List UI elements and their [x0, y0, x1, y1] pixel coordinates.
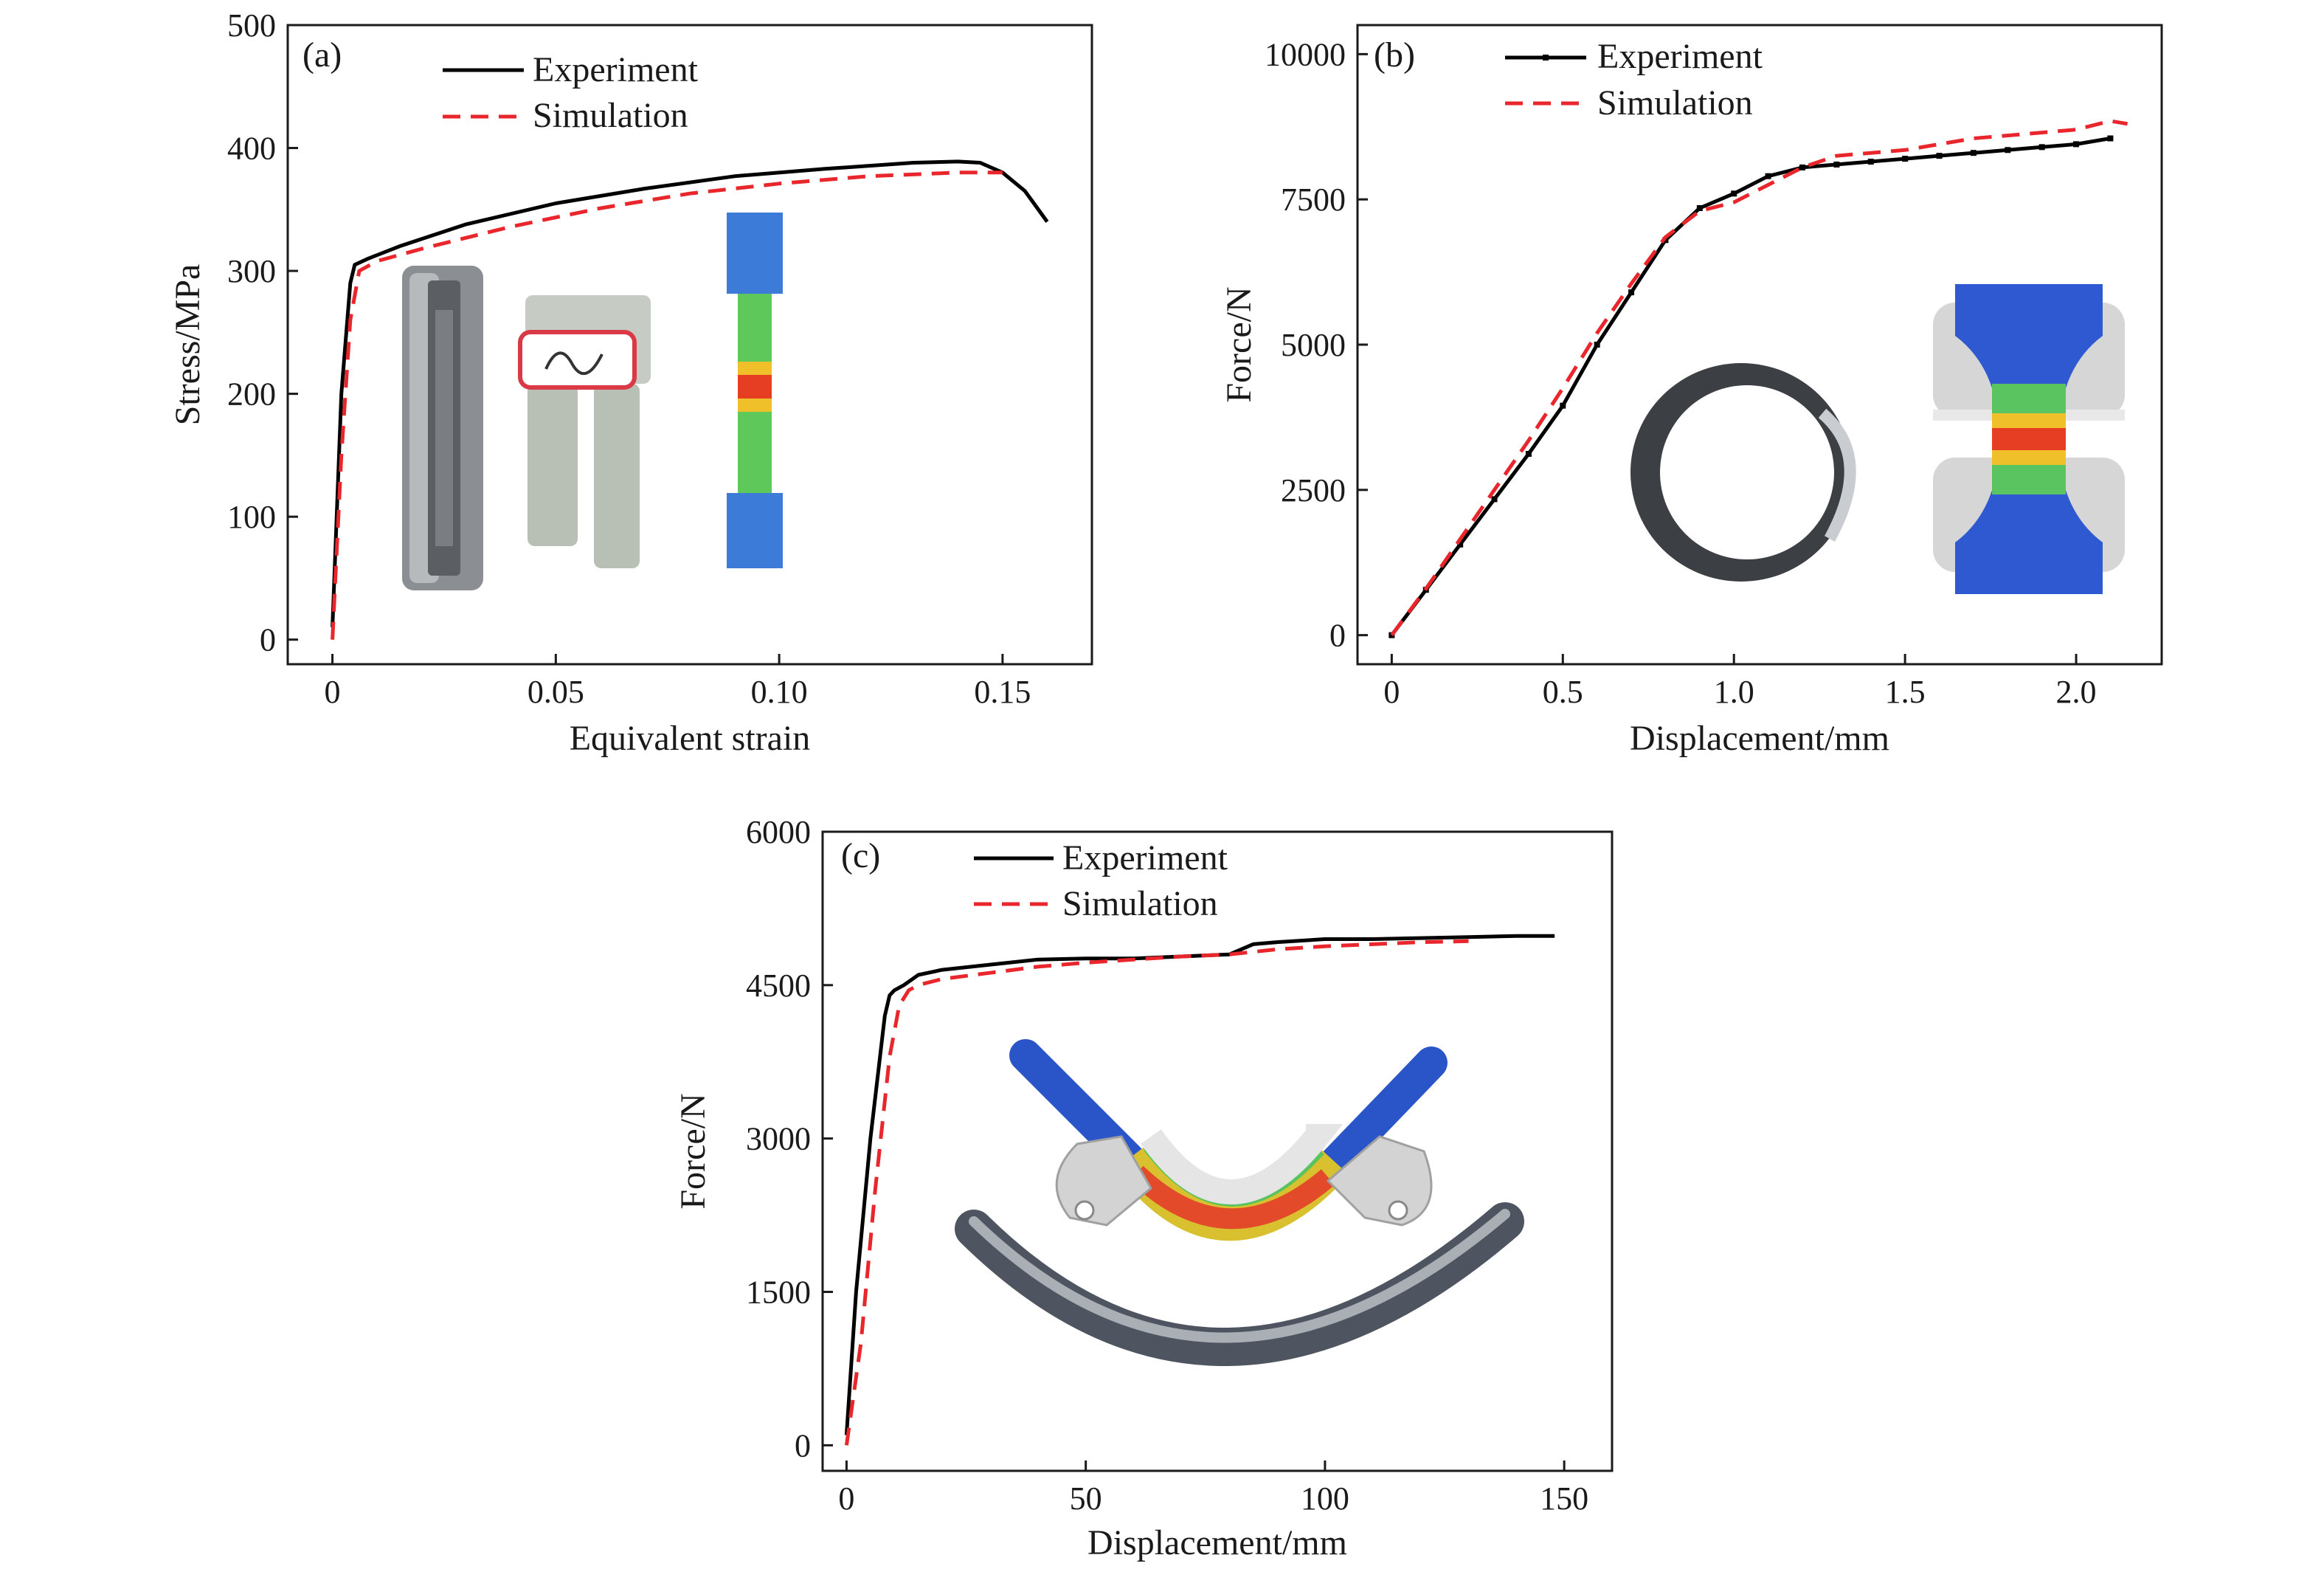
legend-label-experiment: Experiment: [533, 50, 699, 89]
legend-label-experiment: Experiment: [1062, 838, 1228, 877]
y-axis-label: Stress/MPa: [168, 264, 207, 426]
y-tick-label: 10000: [1265, 36, 1346, 72]
data-point-experiment: [1457, 541, 1464, 548]
series-lines: [1388, 119, 2128, 638]
y-tick-label: 6000: [746, 814, 811, 850]
data-point-experiment: [1388, 632, 1395, 638]
y-axis-label: Force/N: [674, 1093, 713, 1209]
panel-b: 0 0.5 1.0 1.5 2.0 0 2500 5000 7500 10000 (b): [1220, 24, 2163, 758]
data-point-experiment: [1731, 190, 1737, 197]
data-point-experiment: [1525, 451, 1532, 458]
panel-c: 0 50 100 150 0 1500 3000 4500 6000 (c): [674, 814, 1614, 1562]
y-tick-label: 0: [795, 1427, 811, 1463]
plot-frame: [286, 24, 1093, 666]
data-point-experiment: [2038, 144, 2045, 151]
legend: Experiment Simulation: [974, 838, 1228, 923]
data-point-experiment: [2107, 135, 2114, 142]
panel-label: (a): [302, 35, 342, 75]
data-point-experiment: [1765, 173, 1771, 179]
data-point-experiment: [2005, 147, 2011, 154]
x-ticks: 0 0.5 1.0 1.5 2.0: [1383, 654, 2097, 710]
x-ticks: 0 0.05 0.10 0.15: [325, 654, 1031, 710]
x-tick-label: 0.10: [751, 674, 808, 710]
series-line-simulation: [331, 170, 1003, 640]
x-tick-label: 0.05: [528, 674, 584, 710]
data-point-experiment: [1799, 164, 1805, 170]
x-axis-label: Displacement/mm: [1087, 1523, 1347, 1562]
panel-label: (b): [1374, 35, 1415, 75]
bending-simulation-image: [1009, 1039, 1448, 1241]
y-axis-label: Force/N: [1220, 286, 1259, 402]
data-point-experiment: [1833, 161, 1840, 168]
y-tick-label: 0: [1329, 618, 1346, 654]
x-tick-label: 2.0: [2056, 674, 2097, 710]
x-tick-label: 1.5: [1885, 674, 1926, 710]
series-line-simulation: [1390, 119, 2128, 637]
panel-label: (c): [841, 836, 880, 875]
x-tick-label: 0: [1383, 674, 1400, 710]
x-tick-label: 0.15: [974, 674, 1031, 710]
data-point-experiment: [1491, 496, 1498, 503]
x-ticks: 0 50 100 150: [838, 1461, 1588, 1517]
x-axis-label: Equivalent strain: [570, 719, 811, 758]
y-tick-label: 5000: [1281, 327, 1346, 363]
y-tick-label: 0: [260, 622, 276, 658]
series-line-experiment: [844, 934, 1555, 1435]
y-tick-label: 200: [227, 376, 276, 413]
data-point-experiment: [1560, 402, 1566, 409]
legend-label-simulation: Simulation: [533, 96, 688, 135]
data-point-experiment: [1936, 153, 1943, 159]
panel-a: 0 0.05 0.10 0.15 0 100 200 300 400 500: [168, 7, 1093, 758]
x-tick-label: 150: [1540, 1480, 1588, 1517]
x-tick-label: 0: [838, 1480, 854, 1517]
specimen-photos: [955, 1039, 1524, 1366]
y-ticks: 0 2500 5000 7500 10000: [1265, 36, 1368, 654]
legend: Experiment Simulation: [1505, 37, 1763, 123]
data-point-experiment: [1902, 156, 1909, 162]
x-tick-label: 1.0: [1714, 674, 1754, 710]
x-tick-label: 100: [1301, 1480, 1349, 1517]
legend-label-simulation: Simulation: [1062, 884, 1218, 923]
data-point-experiment: [1594, 342, 1600, 348]
cut-specimen-photo: [518, 295, 651, 568]
x-axis-label: Displacement/mm: [1630, 719, 1889, 758]
specimen-photos: [402, 213, 783, 590]
ring-specimen-photo: [1630, 363, 1856, 582]
y-tick-label: 7500: [1281, 182, 1346, 218]
y-tick-label: 4500: [746, 968, 811, 1004]
series-line-experiment: [1390, 137, 2111, 637]
x-tick-label: 0: [325, 674, 341, 710]
legend: Experiment Simulation: [443, 50, 699, 135]
y-tick-label: 2500: [1281, 472, 1346, 508]
y-tick-label: 3000: [746, 1121, 811, 1157]
y-ticks: 0 100 200 300 400 500: [227, 7, 298, 658]
tensile-simulation-image: [727, 213, 783, 568]
legend-label-simulation: Simulation: [1597, 83, 1753, 123]
ring-simulation-image: [1933, 284, 2125, 594]
legend-label-experiment: Experiment: [1597, 37, 1763, 76]
x-tick-label: 0.5: [1543, 674, 1583, 710]
data-point-experiment: [1970, 150, 1977, 156]
series-lines: [844, 934, 1555, 1446]
y-tick-label: 300: [227, 253, 276, 289]
specimen-photos: [1630, 284, 2125, 594]
tube-specimen-photo: [402, 266, 483, 590]
series-line-experiment: [331, 159, 1049, 628]
plot-frame: [821, 830, 1614, 1472]
x-tick-label: 50: [1070, 1480, 1102, 1517]
series-line-simulation: [844, 939, 1469, 1446]
data-point-experiment: [1867, 159, 1874, 165]
data-point-experiment: [1696, 204, 1703, 211]
y-tick-label: 500: [227, 7, 276, 44]
data-point-experiment: [2073, 141, 2080, 148]
data-point-experiment: [1628, 289, 1635, 296]
y-tick-label: 1500: [746, 1275, 811, 1311]
legend-marker-experiment: [1543, 55, 1549, 61]
y-tick-label: 100: [227, 499, 276, 535]
bent-tube-photo: [955, 1202, 1524, 1366]
y-tick-label: 400: [227, 131, 276, 167]
y-ticks: 0 1500 3000 4500 6000: [746, 814, 833, 1463]
series-lines: [331, 159, 1049, 640]
